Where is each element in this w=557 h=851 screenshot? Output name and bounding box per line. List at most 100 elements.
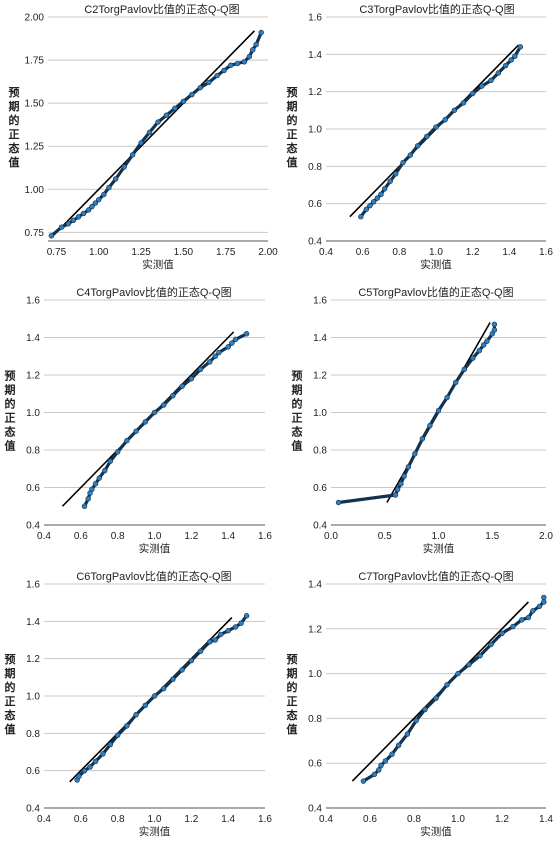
data-point xyxy=(170,392,176,399)
data-point xyxy=(502,62,509,69)
y-axis-label-char: 态 xyxy=(287,708,298,722)
y-axis-label-char: 期 xyxy=(292,383,303,397)
x-tick-label: 1.00 xyxy=(89,247,109,258)
x-tick-label: 1.2 xyxy=(184,814,198,825)
y-axis-label-char: 态 xyxy=(287,141,298,155)
data-point xyxy=(392,492,399,498)
data-point xyxy=(129,152,136,158)
data-point xyxy=(491,327,498,333)
x-tick-label: 1.0 xyxy=(451,814,465,825)
y-tick-label: 1.6 xyxy=(308,13,322,24)
y-axis-label: 预期的正态值 xyxy=(287,652,298,736)
data-point xyxy=(234,60,241,67)
y-tick-label: 0.8 xyxy=(26,729,40,740)
y-tick-label: 0.6 xyxy=(308,199,322,210)
data-point xyxy=(469,90,476,97)
x-tick-label: 0.8 xyxy=(392,247,406,258)
y-axis-label: 预期的正态值 xyxy=(5,369,16,453)
qq-chart-6: 0.4 0.6 0.8 1.0 1.2 1.4 0.4 0.6 0.8 1.0 1.2 1.4 C7To… xyxy=(287,569,554,838)
data-trace xyxy=(336,322,496,505)
data-point xyxy=(488,77,494,84)
y-axis-label-char: 预 xyxy=(5,652,16,666)
qq-chart-2: 0.4 0.6 0.8 1.0 1.2 1.4 1.6 0.4 0.6 0.8 1.0 1.2 1.4 1… xyxy=(287,2,554,271)
data-point xyxy=(413,717,419,724)
y-axis-label-char: 的 xyxy=(287,113,298,127)
data-point xyxy=(407,152,414,158)
y-tick-label: 1.0 xyxy=(26,692,40,703)
y-tick-label: 1.0 xyxy=(308,669,322,680)
qq-chart-4: 0.4 0.6 0.8 1.0 1.2 1.4 1.6 0.0 0.5 1.0 1.5 2.0 C5To… xyxy=(292,285,554,555)
y-tick-label: 1.00 xyxy=(25,185,45,196)
y-tick-label: 1.2 xyxy=(308,624,322,635)
x-tick-label: 0.6 xyxy=(356,247,370,258)
data-point xyxy=(476,347,483,354)
y-axis-label-char: 正 xyxy=(5,412,16,425)
data-point xyxy=(378,762,384,769)
data-point xyxy=(238,620,244,626)
data-point xyxy=(382,758,389,764)
y-tick-label: 1.2 xyxy=(26,371,40,382)
data-point xyxy=(370,199,377,205)
data-point xyxy=(101,191,107,198)
chart-title: C5TorgPavlov比值的正态Q-Q图 xyxy=(358,285,513,299)
y-tick-label: 1.4 xyxy=(308,50,322,61)
y-axis-label-char: 正 xyxy=(5,695,16,708)
y-tick-label: 1.2 xyxy=(313,371,327,382)
x-tick-label: 0.4 xyxy=(319,814,333,825)
data-point xyxy=(228,62,234,68)
data-point xyxy=(525,614,532,621)
x-tick-label: 1.0 xyxy=(429,247,443,258)
data-point xyxy=(121,164,127,170)
data-point xyxy=(114,449,121,455)
data-point xyxy=(477,652,483,659)
data-point xyxy=(404,731,411,737)
x-tick-label: 0.0 xyxy=(324,531,338,542)
x-tick-label: 0.6 xyxy=(74,531,88,542)
data-point xyxy=(444,682,450,688)
y-tick-label: 0.8 xyxy=(308,714,322,725)
data-point xyxy=(124,437,130,444)
data-point xyxy=(89,203,95,210)
x-tick-label: 0.4 xyxy=(37,531,51,542)
data-point xyxy=(541,599,547,605)
data-point xyxy=(155,119,161,125)
x-tick-label: 2.00 xyxy=(258,247,278,258)
y-axis-label-char: 预 xyxy=(5,369,16,383)
x-tick-label: 0.5 xyxy=(378,531,392,542)
data-point xyxy=(197,648,204,654)
x-tick-label: 1.2 xyxy=(466,247,480,258)
data-point xyxy=(392,171,399,177)
data-point xyxy=(246,53,253,60)
data-point xyxy=(512,53,518,59)
y-axis-label-char: 期 xyxy=(5,666,16,680)
x-tick-label: 1.4 xyxy=(539,814,553,825)
x-tick-label: 1.0 xyxy=(432,531,446,542)
x-tick-label: 0.6 xyxy=(363,814,377,825)
data-point xyxy=(180,98,187,105)
x-tick-label: 1.2 xyxy=(184,531,198,542)
y-tick-label: 0.6 xyxy=(26,766,40,777)
data-point xyxy=(92,758,99,765)
x-axis-label: 实测值 xyxy=(420,825,452,838)
y-axis-label-char: 值 xyxy=(292,439,303,453)
data-point xyxy=(92,481,99,487)
data-point xyxy=(216,349,222,356)
data-point xyxy=(414,143,421,149)
x-tick-label: 1.6 xyxy=(539,247,553,258)
y-tick-label: 0.6 xyxy=(308,759,322,770)
data-point xyxy=(470,355,476,361)
data-point xyxy=(243,613,250,619)
y-tick-label: 0.4 xyxy=(26,521,40,532)
y-tick-label: 0.4 xyxy=(26,804,40,815)
data-point xyxy=(100,751,106,757)
data-point xyxy=(455,670,461,677)
y-axis-label-char: 期 xyxy=(9,99,20,113)
data-point xyxy=(367,202,373,209)
chart-title: C6TorgPavlov比值的正态Q-Q图 xyxy=(76,569,231,583)
data-point xyxy=(75,214,82,220)
data-point xyxy=(221,67,227,74)
data-point xyxy=(96,196,102,203)
x-tick-label: 1.5 xyxy=(485,531,499,542)
